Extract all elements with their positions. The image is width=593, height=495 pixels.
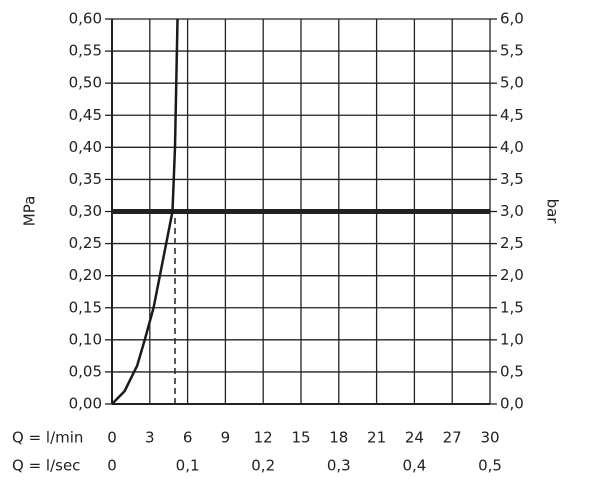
x-tick-label: 24: [405, 429, 424, 447]
x-tick-label: 21: [367, 429, 386, 447]
y2-tick-label: 1,5: [500, 298, 524, 316]
y2-tick-label: 2,5: [500, 234, 524, 252]
curve: [111, 18, 179, 405]
y-tick-label: 0,45: [69, 106, 102, 124]
x2-tick-label: 0,2: [251, 457, 275, 475]
x2-tick-label: 0: [107, 457, 117, 475]
x2-tick-label: 0,1: [176, 457, 200, 475]
y-tick-label: 0,25: [69, 234, 102, 252]
y-tick-label: 0,00: [69, 395, 102, 413]
y2-tick-label: 4,0: [500, 138, 524, 156]
y2-tick-label: 5,0: [500, 74, 524, 92]
y2-tick-label: 3,0: [500, 202, 524, 220]
x-tick-label: 15: [291, 429, 310, 447]
x-tick-label: 6: [183, 429, 193, 447]
x2-tick-label: 0,3: [327, 457, 351, 475]
y2-axis-label: bar: [544, 199, 562, 225]
y-tick-label: 0,60: [69, 10, 102, 28]
y2-tick-label: 6,0: [500, 10, 524, 28]
y-tick-label: 0,55: [69, 42, 102, 60]
y2-tick-label: 1,0: [500, 330, 524, 348]
x-tick-label: 12: [254, 429, 273, 447]
y2-tick-label: 4,5: [500, 106, 524, 124]
x-axis-label: Q = l/min: [12, 429, 83, 447]
y2-tick-label: 0,0: [500, 395, 524, 413]
y-tick-label: 0,05: [69, 362, 102, 380]
x-tick-label: 27: [443, 429, 462, 447]
x2-axis-label: Q = l/sec: [12, 457, 80, 475]
x2-tick-label: 0,4: [402, 457, 426, 475]
y-tick-label: 0,10: [69, 330, 102, 348]
y-tick-label: 0,40: [69, 138, 102, 156]
x-tick-label: 30: [480, 429, 499, 447]
y-tick-label: 0,20: [69, 266, 102, 284]
x2-tick-label: 0,5: [478, 457, 502, 475]
y-tick-label: 0,35: [69, 170, 102, 188]
x-tick-label: 3: [145, 429, 155, 447]
x-tick-label: 9: [221, 429, 231, 447]
y2-tick-label: 0,5: [500, 362, 524, 380]
y-tick-label: 0,50: [69, 74, 102, 92]
y-tick-label: 0,30: [69, 202, 102, 220]
x-tick-label: 18: [329, 429, 348, 447]
y-axis-label: MPa: [21, 196, 39, 227]
x-tick-label: 0: [107, 429, 117, 447]
y-tick-label: 0,15: [69, 298, 102, 316]
y2-tick-label: 3,5: [500, 170, 524, 188]
y2-tick-label: 5,5: [500, 42, 524, 60]
y2-tick-label: 2,0: [500, 266, 524, 284]
